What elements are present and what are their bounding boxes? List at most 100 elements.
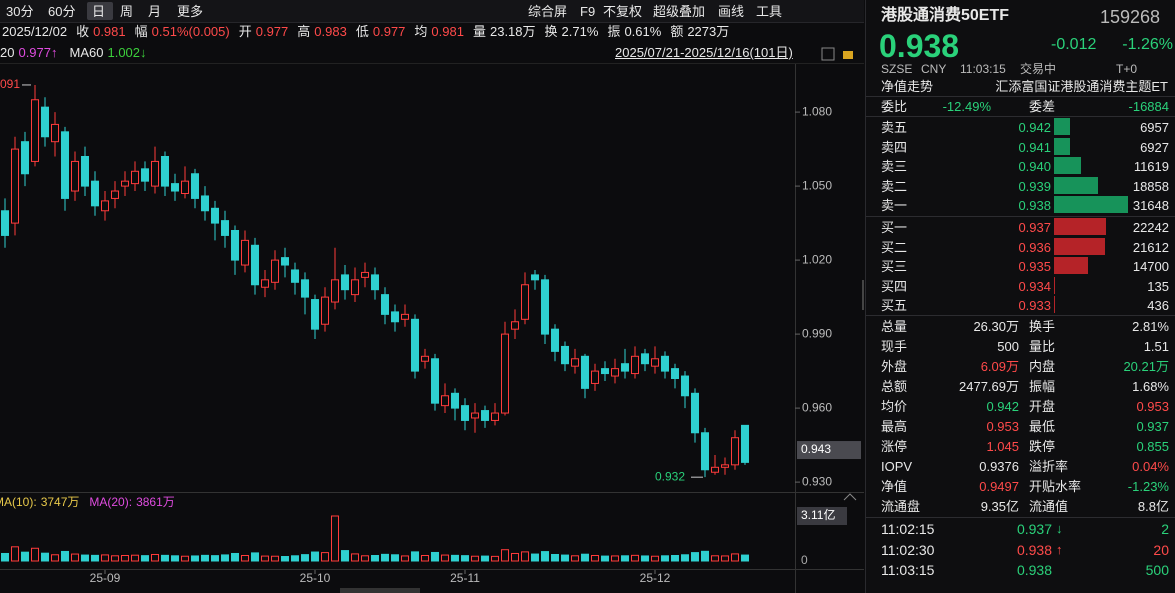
- candle-body: [661, 355, 669, 372]
- date-range: 2025/07/21-2025/12/16(101日): [615, 45, 793, 60]
- info-value: 0.977: [372, 24, 406, 39]
- volume-bar: [191, 555, 199, 562]
- info-value: 2.71%: [561, 24, 599, 39]
- volume-tick-label: 3.11亿: [801, 507, 835, 522]
- candle-body: [171, 183, 179, 192]
- period-tab[interactable]: 周: [120, 4, 134, 19]
- volume-bar: [201, 554, 209, 562]
- stat-value: 0.9376: [979, 459, 1019, 474]
- candle-body: [731, 437, 739, 466]
- ma-label: 20: [0, 45, 15, 60]
- volume-bar: [421, 555, 429, 562]
- candle-body: [371, 274, 379, 291]
- period-tab[interactable]: 30分: [6, 4, 34, 19]
- fund-code: 159268: [1100, 7, 1161, 27]
- ratio-label: 委比: [881, 99, 908, 114]
- last-price-label: 0.943: [801, 442, 831, 456]
- candle-body: [71, 160, 79, 192]
- book-label: 买一: [881, 220, 908, 235]
- book-price: 0.934: [1018, 278, 1051, 294]
- x-tick-label: 25-10: [300, 571, 331, 585]
- stat-label: 换手: [1029, 319, 1056, 334]
- candle-body: [741, 424, 749, 463]
- book-price: 0.941: [1018, 139, 1051, 155]
- info-label: 均: [414, 24, 428, 39]
- candle-body: [591, 370, 599, 384]
- ma-value: 1.002↓: [107, 45, 147, 60]
- volume-bar: [351, 553, 359, 562]
- stat-value: 8.8亿: [1137, 499, 1169, 514]
- volume-bar: [291, 555, 299, 562]
- volume-bar: [611, 555, 619, 562]
- meta: SZSE: [881, 62, 913, 76]
- scroll-bar[interactable]: [340, 588, 420, 593]
- book-label: 卖二: [881, 178, 908, 194]
- tool-button[interactable]: 不复权: [603, 4, 643, 19]
- side-handle[interactable]: [862, 280, 864, 310]
- volume-bar: [321, 552, 329, 562]
- stat-label: 流通值: [1029, 499, 1069, 514]
- candle-body: [621, 363, 629, 372]
- volume-max-box: [797, 507, 847, 525]
- candle-body: [511, 321, 519, 330]
- trade-price: 0.937: [1016, 521, 1052, 537]
- tool-button[interactable]: 超级叠加: [653, 4, 706, 19]
- stat-label: 总量: [881, 319, 908, 334]
- period-active-bg: [87, 2, 113, 20]
- meta: CNY: [921, 62, 947, 76]
- ma-bar: 20 0.977↑ MA60 1.002↓: [0, 46, 147, 59]
- volume-legend-value: 3747万: [41, 495, 80, 509]
- candle-body: [701, 432, 709, 471]
- candle-body: [711, 466, 719, 473]
- book-bar: [1054, 296, 1056, 314]
- candle-body: [291, 269, 299, 283]
- book-label: 买五: [881, 298, 908, 314]
- candle-body: [651, 358, 659, 367]
- t-plus: T+0: [1116, 62, 1138, 76]
- volume-bar: [131, 554, 139, 562]
- volume-bar: [461, 555, 469, 562]
- candle-body: [191, 173, 199, 199]
- divider: [866, 517, 1175, 518]
- chart: 1.080 1.050 1.020 0.990 0.960 0.930 091 0.932 0.…: [0, 47, 864, 593]
- zoom-icon[interactable]: [821, 47, 857, 501]
- lock-icon[interactable]: [843, 51, 853, 59]
- trade-volume: 500: [1145, 562, 1169, 578]
- volume-bar: [371, 555, 379, 562]
- volume-bar: [161, 554, 169, 562]
- stat-label: 涨停: [881, 439, 908, 454]
- volume-bar: [441, 554, 449, 562]
- stat-value: 0.9497: [979, 479, 1019, 494]
- stat-label: 溢折率: [1029, 459, 1069, 474]
- info-value: 0.51%(0.005): [151, 24, 230, 39]
- stat-value: 0.953: [986, 419, 1019, 434]
- tool-button[interactable]: 画线: [718, 4, 745, 19]
- volume-bar: [521, 551, 529, 562]
- trade-volume: 20: [1153, 541, 1169, 558]
- fund-title: 港股通消费50ETF: [881, 7, 1010, 24]
- period-tab[interactable]: 更多: [177, 4, 204, 19]
- volume-bar: [141, 555, 149, 562]
- candle-body: [111, 190, 119, 199]
- meta: 交易中: [1020, 62, 1057, 76]
- period-tab[interactable]: 日: [92, 4, 106, 19]
- volume-bar: [381, 553, 389, 562]
- period-tab[interactable]: 月: [148, 4, 162, 19]
- last-price: 0.938: [879, 28, 960, 64]
- info-label: 开: [238, 24, 252, 39]
- stat-value: 0.942: [986, 399, 1019, 414]
- tool-button[interactable]: F9: [580, 4, 596, 19]
- tool-button[interactable]: 综合屏: [528, 4, 568, 19]
- volume-tick-label: 0: [801, 553, 808, 567]
- period-tab[interactable]: 60分: [48, 4, 76, 19]
- book-bar: [1054, 257, 1089, 275]
- candle-body: [571, 358, 579, 367]
- info-label: 换: [544, 24, 558, 39]
- x-tick-label: 25-12: [640, 571, 671, 585]
- volume-bar: [311, 551, 319, 562]
- stat-label: 内盘: [1029, 359, 1056, 374]
- stat-value: 1.68%: [1132, 379, 1169, 394]
- tool-button[interactable]: 工具: [756, 4, 783, 19]
- y-tick-label: 0.990: [802, 326, 832, 340]
- candle-body: [271, 259, 279, 283]
